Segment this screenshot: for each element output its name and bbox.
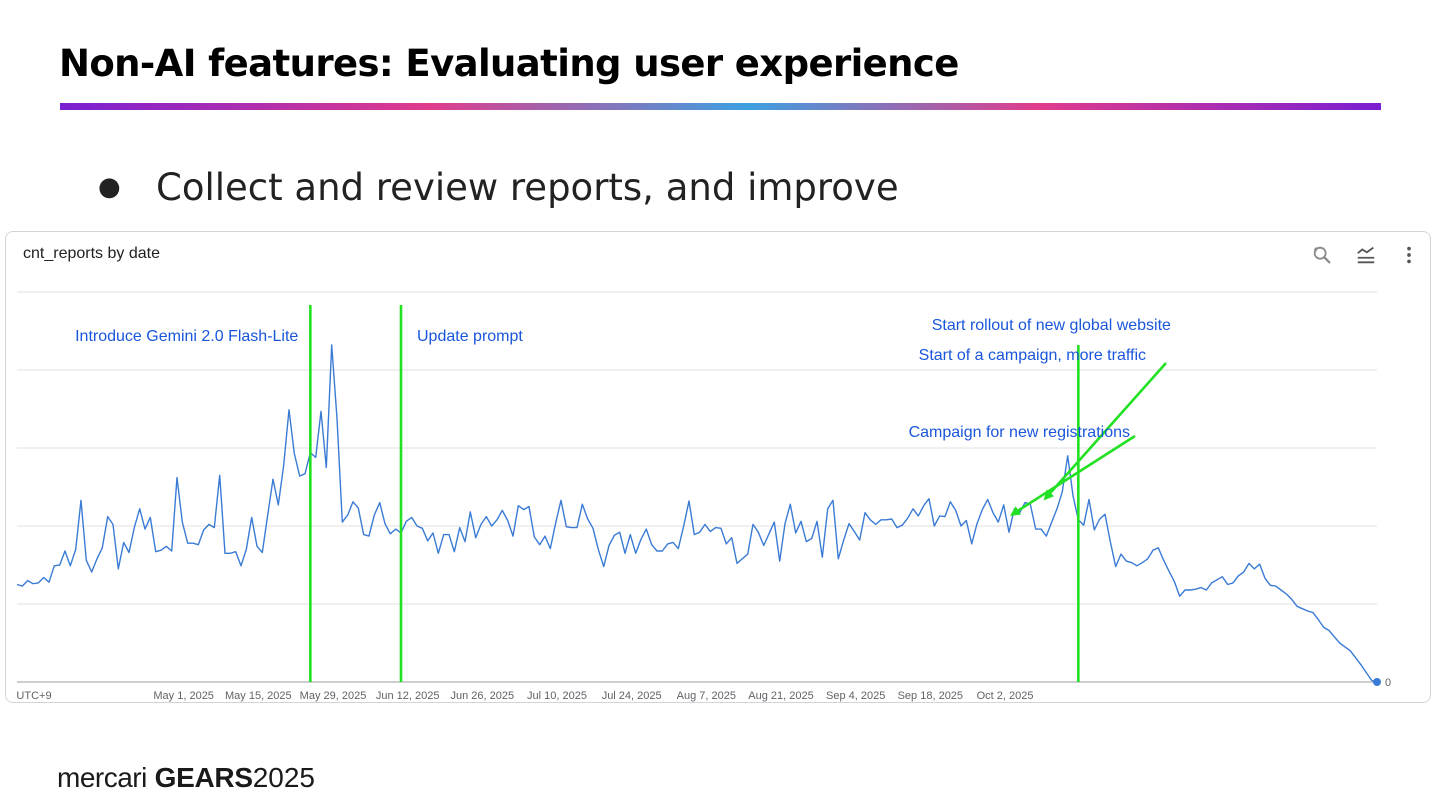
x-tick-label: Jun 26, 2025 <box>451 690 515 702</box>
bullet-marker: ● <box>98 171 121 202</box>
annotation-arrow-1 <box>1009 434 1136 516</box>
x-tick-label: Sep 4, 2025 <box>826 690 885 702</box>
event-label-1: Update prompt <box>417 328 523 345</box>
annotation-label-0: Start of a campaign, more traffic <box>919 347 1146 364</box>
brand-logo: mercari GEARS2025 <box>57 762 315 794</box>
annotation-arrow-0 <box>1043 362 1167 501</box>
bullet-item: ● Collect and review reports, and improve <box>98 166 899 209</box>
line-chart: Introduce Gemini 2.0 Flash-Lite Update pr… <box>16 291 1391 702</box>
x-tick-label: Aug 21, 2025 <box>748 690 813 702</box>
x-tick-label: UTC+9 <box>16 690 51 702</box>
series-line-cnt_reports <box>16 344 1378 683</box>
x-tick-label: Sep 18, 2025 <box>898 690 963 702</box>
annotation-label-1: Campaign for new registrations <box>909 424 1130 441</box>
x-tick-label: Aug 7, 2025 <box>677 690 736 702</box>
zoom-reset-icon[interactable] <box>1311 244 1333 266</box>
event-label-0: Introduce Gemini 2.0 Flash-Lite <box>75 328 298 345</box>
x-tick-label: Jun 12, 2025 <box>376 690 440 702</box>
brand-mercari: mercari <box>57 762 147 793</box>
x-tick-label: May 1, 2025 <box>153 690 214 702</box>
x-tick-label: Jul 10, 2025 <box>527 690 587 702</box>
y-tick-label: 0 <box>1385 677 1391 689</box>
x-tick-label: Jul 24, 2025 <box>602 690 662 702</box>
x-tick-label: May 15, 2025 <box>225 690 292 702</box>
series-end-point <box>1373 678 1381 686</box>
brand-gears: GEARS <box>154 762 253 793</box>
brand-year: 2025 <box>252 762 315 793</box>
title-gradient-underline <box>60 103 1381 110</box>
bullet-text: Collect and review reports, and improve <box>156 166 899 209</box>
more-vert-icon[interactable] <box>1398 244 1420 266</box>
slide-title: Non-AI features: Evaluating user experie… <box>59 42 959 85</box>
x-tick-label: May 29, 2025 <box>300 690 367 702</box>
chart-type-icon[interactable] <box>1355 244 1377 266</box>
x-tick-label: Oct 2, 2025 <box>977 690 1034 702</box>
chart-card: cnt_reports by date Introduce Gemini 2.0… <box>5 231 1431 703</box>
event-label-2: Start rollout of new global website <box>932 317 1171 334</box>
chart-title: cnt_reports by date <box>23 245 160 262</box>
